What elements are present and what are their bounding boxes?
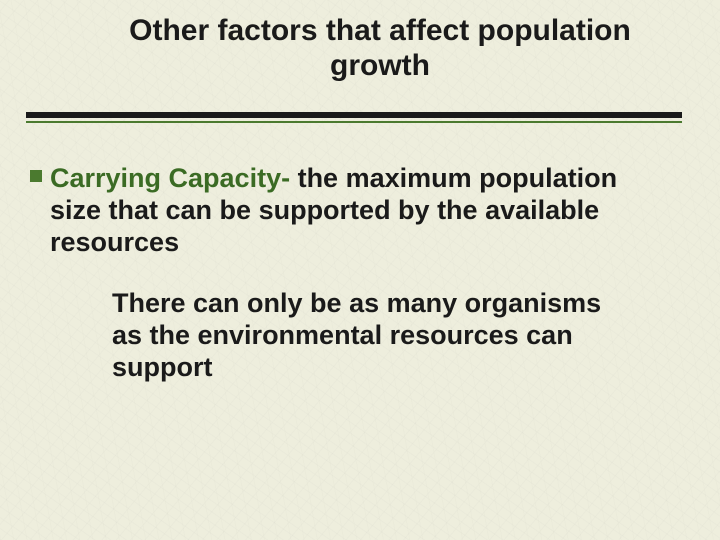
rule-thick <box>26 112 682 118</box>
body-paragraph-2: There can only be as many organisms as t… <box>112 288 630 384</box>
body1-lead: Carrying Capacity- <box>50 163 298 193</box>
rule-thin <box>26 121 682 123</box>
title-rule <box>0 112 720 123</box>
slide-title: Other factors that affect population gro… <box>100 14 660 83</box>
body-paragraph-1: Carrying Capacity- the maximum populatio… <box>50 163 650 259</box>
bullet-square <box>30 170 42 182</box>
